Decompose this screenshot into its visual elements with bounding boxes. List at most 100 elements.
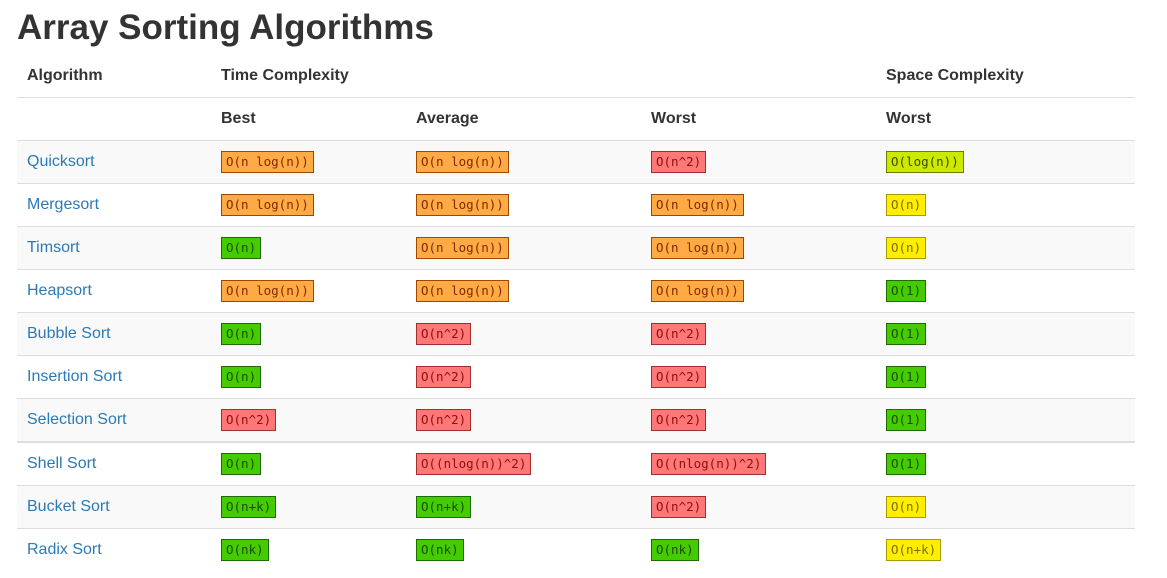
complexity-badge: O((nlog(n))^2) — [416, 453, 532, 475]
algorithm-cell: Radix Sort — [17, 528, 211, 571]
complexity-badge: O(nk) — [416, 539, 464, 561]
complexity-badge: O(n log(n)) — [416, 280, 509, 302]
complexity-badge: O(n+k) — [886, 539, 942, 561]
best-cell: O(n) — [211, 441, 406, 486]
algorithm-cell: Timsort — [17, 226, 211, 270]
complexity-badge: O(n) — [886, 496, 927, 518]
header-row-groups: Algorithm Time Complexity Space Complexi… — [17, 55, 1135, 98]
complexity-badge: O(1) — [886, 366, 927, 388]
algorithm-link[interactable]: Timsort — [27, 239, 80, 256]
complexity-badge: O(n^2) — [416, 409, 472, 431]
worst-cell: O(n^2) — [641, 398, 876, 442]
complexity-badge: O(n log(n)) — [221, 151, 314, 173]
algorithm-link[interactable]: Radix Sort — [27, 541, 102, 558]
complexity-badge: O(n log(n)) — [416, 194, 509, 216]
space-worst-cell: O(n) — [876, 226, 1135, 270]
worst-cell: O(n^2) — [641, 355, 876, 399]
algorithm-link[interactable]: Selection Sort — [27, 411, 127, 428]
complexity-table: Algorithm Time Complexity Space Complexi… — [17, 55, 1135, 571]
table-row: Quicksort O(n log(n)) O(n log(n)) O(n^2) O(l… — [17, 140, 1135, 184]
best-cell: O(n+k) — [211, 485, 406, 529]
complexity-badge: O(n^2) — [651, 151, 707, 173]
complexity-badge: O(n+k) — [416, 496, 472, 518]
algorithm-link[interactable]: Quicksort — [27, 153, 95, 170]
complexity-badge: O(n) — [221, 323, 262, 345]
worst-cell: O(nk) — [641, 528, 876, 571]
algorithm-link[interactable]: Mergesort — [27, 196, 100, 213]
algorithm-link[interactable]: Bubble Sort — [27, 325, 111, 342]
average-cell: O(n log(n)) — [406, 269, 641, 313]
table-row: Timsort O(n) O(n log(n)) O(n log(n)) O(n) — [17, 226, 1135, 270]
header-algorithm: Algorithm — [17, 55, 211, 98]
table-row: Bucket Sort O(n+k) O(n+k) O(n^2) O(n) — [17, 485, 1135, 529]
header-row-cases: Best Average Worst Worst — [17, 97, 1135, 141]
algorithm-link[interactable]: Insertion Sort — [27, 368, 123, 385]
complexity-badge: O(n^2) — [221, 409, 277, 431]
complexity-badge: O(n^2) — [416, 366, 472, 388]
worst-cell: O(n log(n)) — [641, 269, 876, 313]
space-worst-cell: O(n) — [876, 183, 1135, 227]
header-average: Average — [406, 97, 641, 141]
space-worst-cell: O(log(n)) — [876, 140, 1135, 184]
complexity-badge: O(n^2) — [651, 496, 707, 518]
algorithm-link[interactable]: Shell Sort — [27, 455, 97, 472]
complexity-badge: O(nk) — [221, 539, 269, 561]
space-worst-cell: O(1) — [876, 312, 1135, 356]
table-header: Algorithm Time Complexity Space Complexi… — [17, 55, 1135, 141]
complexity-badge: O(n) — [886, 194, 927, 216]
complexity-badge: O(n log(n)) — [651, 280, 744, 302]
complexity-badge: O(n log(n)) — [221, 194, 314, 216]
worst-cell: O(n^2) — [641, 312, 876, 356]
space-worst-cell: O(1) — [876, 269, 1135, 313]
complexity-badge: O(n log(n)) — [416, 237, 509, 259]
table-row: Mergesort O(n log(n)) O(n log(n)) O(n log(n… — [17, 183, 1135, 227]
algorithm-link[interactable]: Heapsort — [27, 282, 92, 299]
complexity-badge: O((nlog(n))^2) — [651, 453, 767, 475]
header-best: Best — [211, 97, 406, 141]
complexity-badge: O(n+k) — [221, 496, 277, 518]
table-row: Heapsort O(n log(n)) O(n log(n)) O(n log(n)… — [17, 269, 1135, 313]
table-row: Shell Sort O(n) O((nlog(n))^2) O((nlog(n))^… — [17, 441, 1135, 486]
complexity-badge: O(1) — [886, 453, 927, 475]
space-worst-cell: O(n) — [876, 485, 1135, 529]
complexity-badge: O(n) — [221, 453, 262, 475]
complexity-badge: O(n^2) — [651, 366, 707, 388]
worst-cell: O(n log(n)) — [641, 226, 876, 270]
complexity-badge: O(log(n)) — [886, 151, 964, 173]
complexity-badge: O(n log(n)) — [416, 151, 509, 173]
header-time-complexity: Time Complexity — [211, 55, 876, 98]
space-worst-cell: O(1) — [876, 441, 1135, 486]
complexity-badge: O(n log(n)) — [651, 194, 744, 216]
complexity-badge: O(n^2) — [651, 409, 707, 431]
best-cell: O(n) — [211, 226, 406, 270]
worst-cell: O(n log(n)) — [641, 183, 876, 227]
complexity-badge: O(1) — [886, 280, 927, 302]
table-body: Quicksort O(n log(n)) O(n log(n)) O(n^2) O(l… — [17, 140, 1135, 571]
table-row: Bubble Sort O(n) O(n^2) O(n^2) O(1) — [17, 312, 1135, 356]
average-cell: O(n log(n)) — [406, 140, 641, 184]
best-cell: O(n log(n)) — [211, 269, 406, 313]
best-cell: O(n) — [211, 355, 406, 399]
table-row: Radix Sort O(nk) O(nk) O(nk) O(n+k) — [17, 528, 1135, 571]
worst-cell: O((nlog(n))^2) — [641, 441, 876, 486]
complexity-badge: O(n log(n)) — [651, 237, 744, 259]
average-cell: O(n+k) — [406, 485, 641, 529]
complexity-badge: O(1) — [886, 409, 927, 431]
algorithm-link[interactable]: Bucket Sort — [27, 498, 110, 515]
algorithm-cell: Heapsort — [17, 269, 211, 313]
space-worst-cell: O(n+k) — [876, 528, 1135, 571]
best-cell: O(n^2) — [211, 398, 406, 442]
best-cell: O(n log(n)) — [211, 183, 406, 227]
algorithm-cell: Mergesort — [17, 183, 211, 227]
worst-cell: O(n^2) — [641, 140, 876, 184]
average-cell: O((nlog(n))^2) — [406, 441, 641, 486]
best-cell: O(n log(n)) — [211, 140, 406, 184]
algorithm-cell: Insertion Sort — [17, 355, 211, 399]
average-cell: O(n^2) — [406, 312, 641, 356]
table-row: Selection Sort O(n^2) O(n^2) O(n^2) O(1) — [17, 398, 1135, 442]
average-cell: O(nk) — [406, 528, 641, 571]
best-cell: O(n) — [211, 312, 406, 356]
average-cell: O(n^2) — [406, 398, 641, 442]
algorithm-cell: Shell Sort — [17, 441, 211, 486]
average-cell: O(n log(n)) — [406, 183, 641, 227]
